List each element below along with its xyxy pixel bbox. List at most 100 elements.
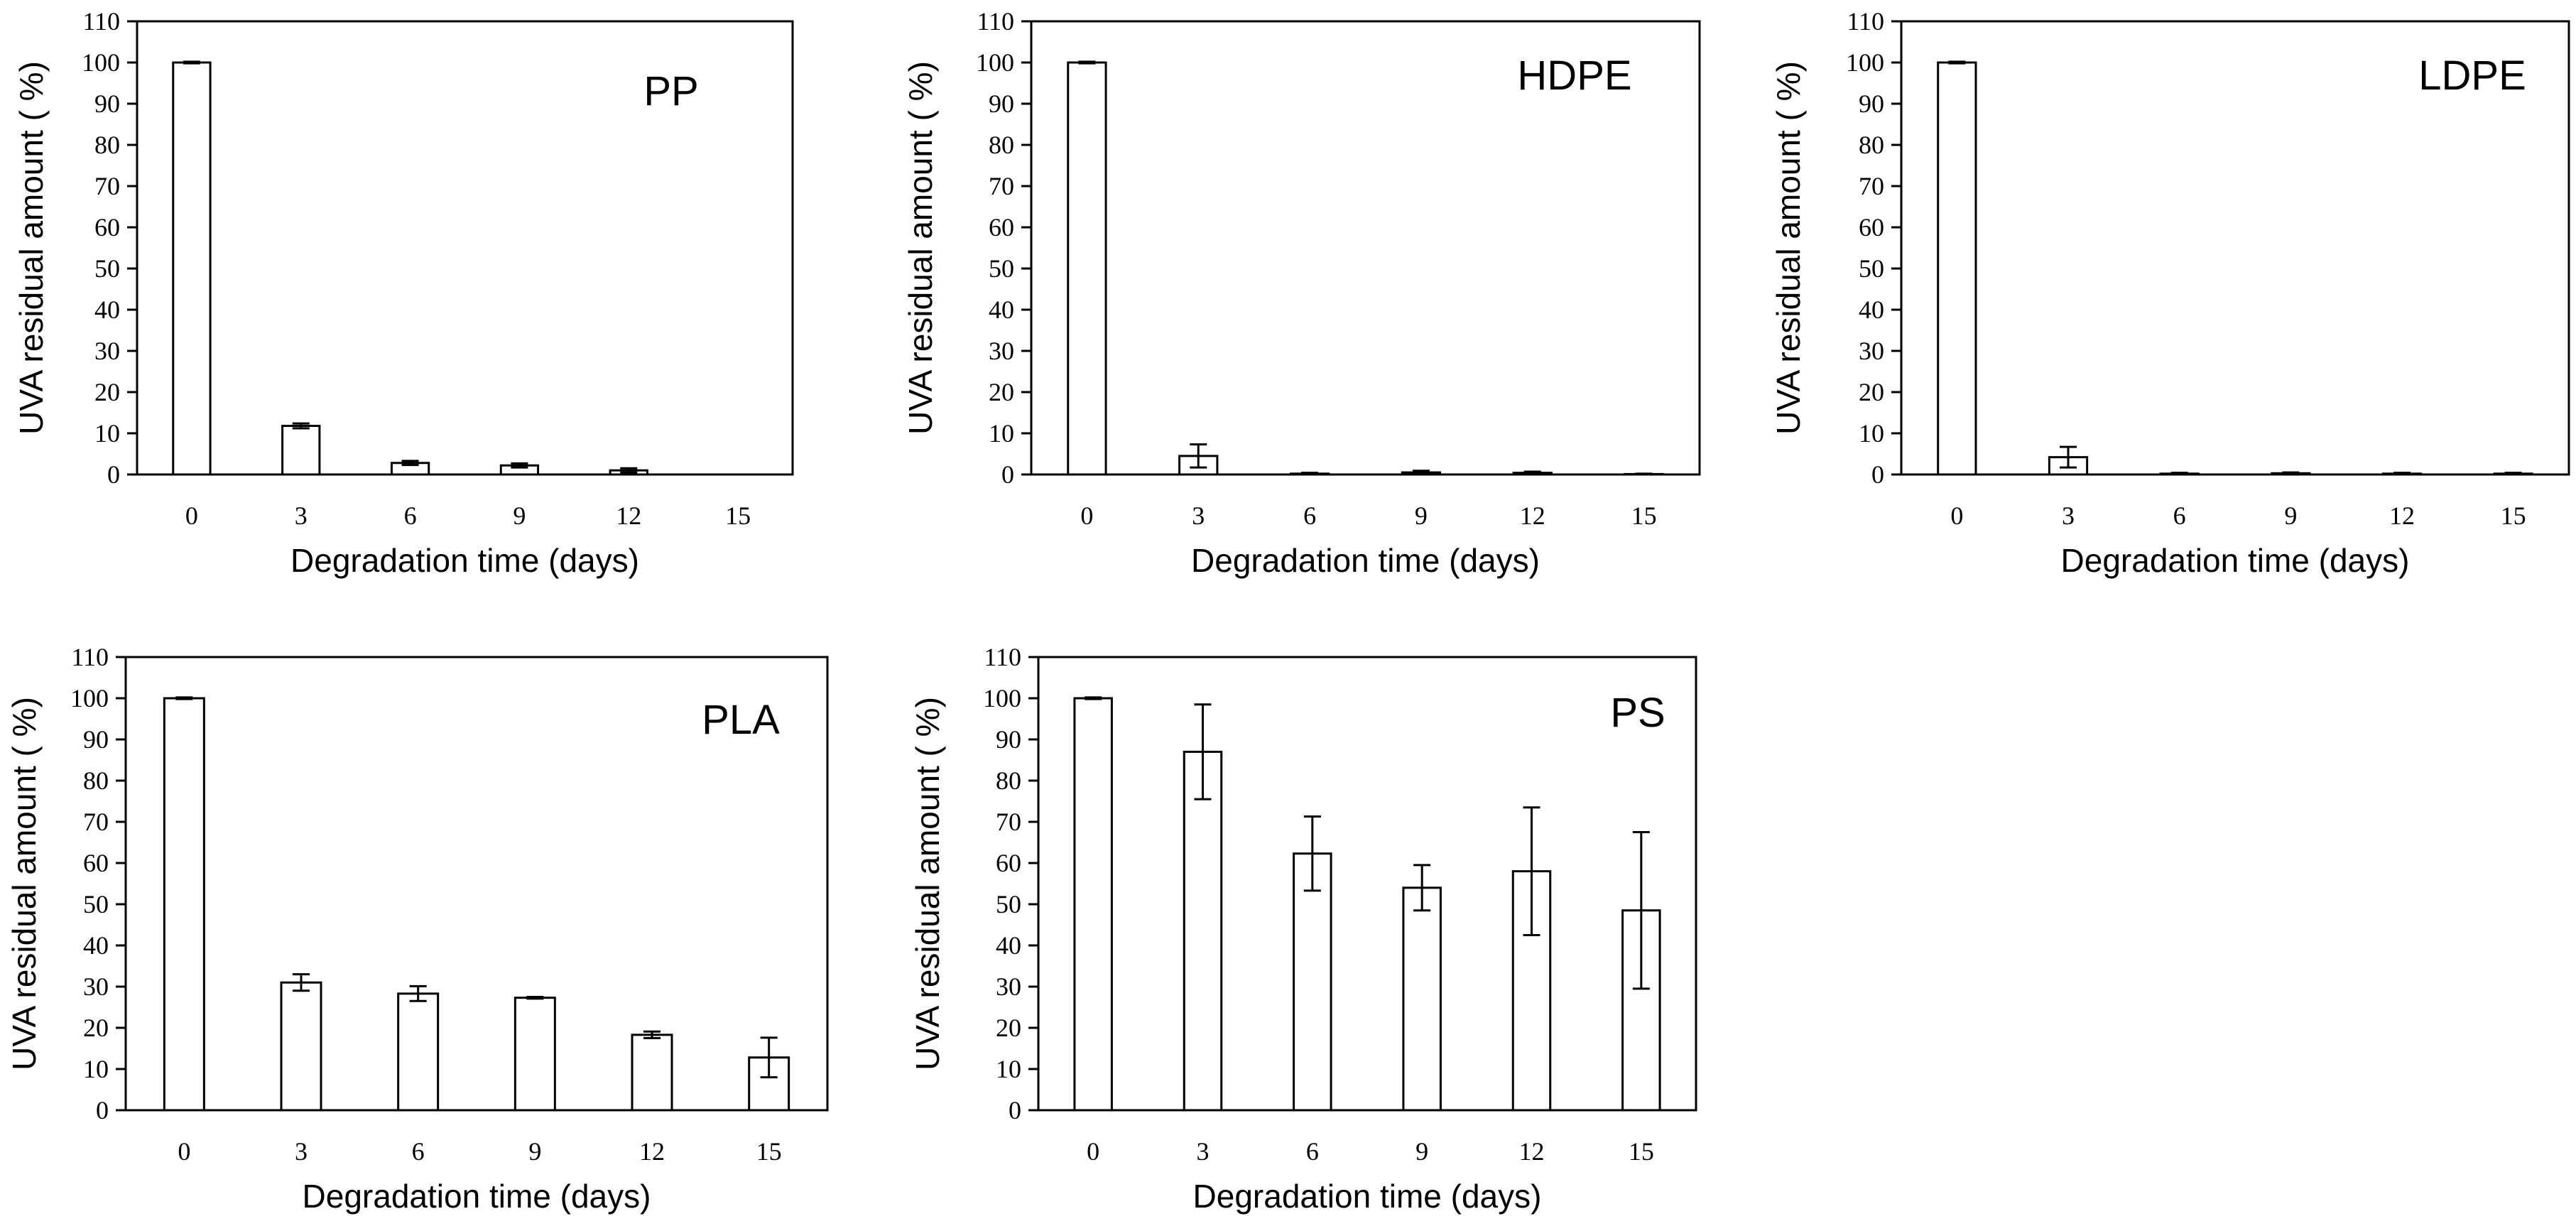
y-axis-label: UVA residual amount ( %) — [1770, 61, 1807, 435]
x-tick-label: 9 — [1415, 1137, 1428, 1166]
panel-pp: 0 10 20 30 40 50 60 70 80 90 100 110 0 3 6 9 12 15 Degrada… — [13, 7, 794, 579]
panel-label: PS — [1610, 690, 1665, 736]
y-tick-label: 70 — [94, 172, 120, 200]
y-tick-label: 80 — [989, 131, 1014, 159]
y-tick-label: 90 — [989, 89, 1014, 118]
panel-pla: 0 10 20 30 40 50 60 70 80 90 100 110 0 3 6 9 12 15 Degrada… — [6, 643, 829, 1215]
bar-day-6 — [397, 992, 440, 1112]
x-tick-label: 6 — [412, 1137, 425, 1166]
y-tick-label: 0 — [1009, 1096, 1021, 1124]
bar-day-12 — [631, 1034, 673, 1112]
x-axis-label: Degradation time (days) — [1191, 542, 1540, 579]
x-tick-label: 15 — [2501, 501, 2526, 530]
plot-frame — [1037, 656, 1697, 1112]
plot-frame — [1030, 20, 1701, 476]
bar-day-3 — [1183, 750, 1223, 1112]
y-tick-label: 40 — [94, 295, 120, 324]
panel-label: PLA — [702, 697, 780, 743]
y-axis-label: UVA residual amount ( %) — [902, 61, 939, 435]
y-tick-label: 60 — [83, 849, 109, 877]
bar-day-3 — [281, 425, 321, 476]
bar-day-0 — [163, 697, 205, 1112]
y-tick-label: 110 — [1847, 7, 1884, 36]
x-tick-label: 9 — [2284, 501, 2297, 530]
plot-frame — [136, 20, 794, 476]
panel-label: PP — [643, 68, 698, 114]
panel-hdpe: 0 10 20 30 40 50 60 70 80 90 100 110 0 3 6 9 12 15 Degrada… — [902, 7, 1701, 579]
y-tick-label: 100 — [1846, 48, 1884, 77]
x-tick-label: 6 — [1306, 1137, 1319, 1166]
y-tick-label: 10 — [989, 419, 1014, 447]
panel-label: HDPE — [1517, 53, 1631, 99]
y-tick-label: 50 — [1859, 254, 1884, 283]
y-tick-label: 20 — [989, 378, 1014, 406]
x-tick-label: 3 — [1197, 1137, 1210, 1166]
x-tick-label: 12 — [1520, 501, 1545, 530]
y-tick-label: 0 — [96, 1096, 109, 1124]
y-tick-label: 110 — [977, 7, 1014, 36]
y-tick-label: 110 — [82, 7, 120, 36]
plot-frame — [1900, 20, 2570, 476]
y-tick-label: 50 — [83, 890, 109, 918]
x-tick-label: 0 — [1950, 501, 1963, 530]
y-tick-label: 50 — [989, 254, 1014, 283]
x-tick-label: 0 — [1087, 1137, 1099, 1166]
y-tick-label: 70 — [1859, 172, 1884, 200]
y-tick-label: 30 — [996, 972, 1021, 1001]
y-tick-label: 20 — [94, 378, 120, 406]
x-axis-label: Degradation time (days) — [1193, 1178, 1542, 1215]
x-tick-label: 3 — [2062, 501, 2075, 530]
y-tick-label: 10 — [83, 1055, 109, 1083]
y-tick-label: 50 — [94, 254, 120, 283]
y-tick-label: 60 — [989, 213, 1014, 242]
y-tick-label: 90 — [83, 725, 109, 754]
panel-label: LDPE — [2418, 53, 2526, 99]
x-tick-label: 3 — [295, 501, 308, 530]
y-tick-label: 100 — [82, 48, 120, 77]
y-tick-label: 90 — [1859, 89, 1884, 118]
y-axis-label: UVA residual amount ( %) — [6, 697, 43, 1070]
x-tick-label: 12 — [2389, 501, 2415, 530]
x-tick-label: 3 — [295, 1137, 308, 1166]
y-tick-label: 60 — [94, 213, 120, 242]
y-tick-label: 20 — [996, 1014, 1021, 1042]
x-axis-label: Degradation time (days) — [290, 542, 639, 579]
y-tick-label: 0 — [1001, 460, 1014, 489]
x-tick-label: 6 — [1303, 501, 1316, 530]
x-tick-label: 9 — [528, 1137, 541, 1166]
x-axis-label: Degradation time (days) — [2061, 542, 2410, 579]
y-tick-label: 30 — [1859, 337, 1884, 365]
bar-day-3 — [280, 981, 322, 1112]
x-axis-label: Degradation time (days) — [303, 1178, 651, 1215]
x-tick-label: 0 — [1080, 501, 1093, 530]
y-tick-label: 40 — [1859, 295, 1884, 324]
y-tick-label: 100 — [70, 684, 109, 712]
y-tick-label: 0 — [1871, 460, 1884, 489]
y-tick-label: 10 — [996, 1055, 1021, 1083]
y-tick-label: 30 — [989, 337, 1014, 365]
y-tick-label: 100 — [976, 48, 1014, 77]
y-tick-label: 20 — [83, 1014, 109, 1042]
x-tick-label: 3 — [1192, 501, 1205, 530]
x-tick-label: 15 — [725, 501, 751, 530]
y-tick-label: 110 — [984, 643, 1021, 671]
bar-day-0 — [1067, 61, 1107, 476]
plot-frame — [124, 656, 829, 1112]
y-tick-label: 40 — [996, 931, 1021, 960]
y-tick-label: 90 — [996, 725, 1021, 754]
x-tick-label: 9 — [513, 501, 526, 530]
y-tick-label: 110 — [71, 643, 109, 671]
y-tick-label: 70 — [989, 172, 1014, 200]
x-tick-label: 15 — [1631, 501, 1657, 530]
panel-ldpe: 0 10 20 30 40 50 60 70 80 90 100 110 0 3 6 9 12 15 Degrada… — [1770, 7, 2570, 579]
bar-day-9 — [1402, 886, 1442, 1112]
y-tick-label: 10 — [94, 419, 120, 447]
y-tick-label: 90 — [94, 89, 120, 118]
x-tick-label: 15 — [1629, 1137, 1654, 1166]
bar-day-15 — [1621, 909, 1661, 1112]
y-tick-label: 30 — [83, 972, 109, 1001]
bar-day-9 — [513, 997, 556, 1112]
bar-day-0 — [1073, 697, 1113, 1112]
y-tick-label: 60 — [1859, 213, 1884, 242]
